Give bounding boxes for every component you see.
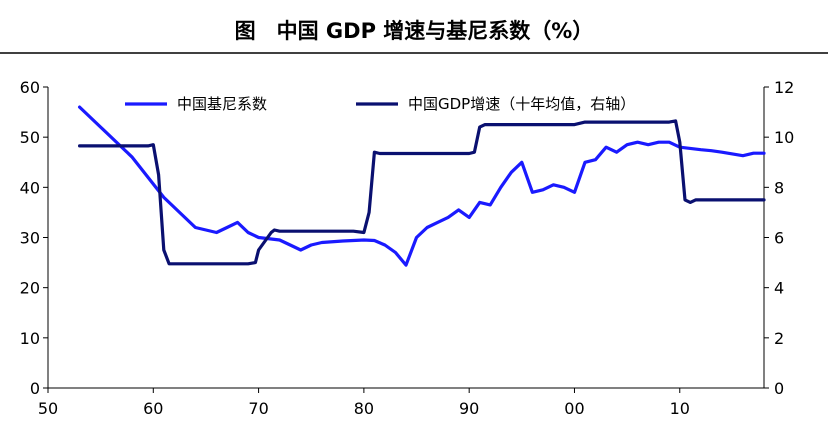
- x-tick-label: 70: [248, 399, 268, 418]
- series-line-2: [78, 119, 766, 266]
- axes: 0 10 20 30 40 50 60 0 2 4 6 8 10 12 50 60 70 80 90 00 10: [20, 78, 795, 418]
- x-tick-label: 50: [38, 399, 58, 418]
- x-tick-label: 80: [354, 399, 374, 418]
- y-right-tick-label: 8: [774, 178, 784, 197]
- y-left-tick-label: 10: [20, 329, 40, 348]
- x-tick-label: 00: [564, 399, 584, 418]
- legend: 中国基尼系数 中国GDP增速（十年均值，右轴）: [125, 95, 635, 113]
- y-right-tick-label: 0: [774, 379, 784, 398]
- y-right-tick-label: 10: [774, 128, 794, 147]
- y-right-tick-label: 4: [774, 279, 784, 298]
- y-right-tick-label: 12: [774, 78, 794, 97]
- x-tick-label: 60: [143, 399, 163, 418]
- legend-label-2: 中国GDP增速（十年均值，右轴）: [408, 95, 635, 113]
- y-left-tick-label: 30: [20, 229, 40, 248]
- y-left-tick-label: 40: [20, 178, 40, 197]
- chart-title: 图 中国 GDP 增速与基尼系数（%）: [235, 19, 594, 43]
- legend-label-1: 中国基尼系数: [177, 95, 267, 113]
- y-left-tick-label: 20: [20, 279, 40, 298]
- x-tick-label: 10: [670, 399, 690, 418]
- series-layer: [78, 105, 766, 267]
- y-left-tick-label: 60: [20, 78, 40, 97]
- y-left-tick-label: 0: [30, 379, 40, 398]
- y-right-tick-label: 2: [774, 329, 784, 348]
- x-tick-label: 90: [459, 399, 479, 418]
- y-left-tick-label: 50: [20, 128, 40, 147]
- y-right-tick-label: 6: [774, 229, 784, 248]
- series-line-1: [78, 105, 766, 267]
